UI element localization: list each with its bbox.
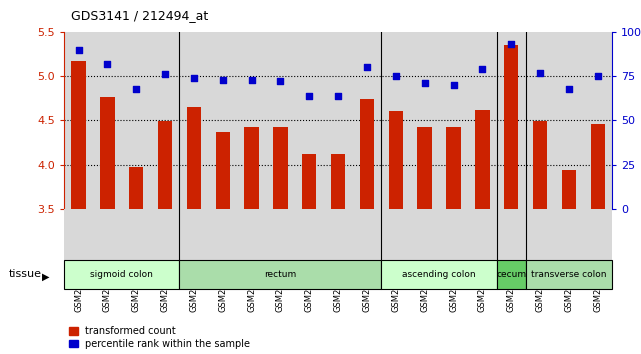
Bar bbox=[158, 121, 172, 209]
Text: tissue: tissue bbox=[8, 269, 41, 279]
Bar bbox=[215, 132, 230, 209]
Point bbox=[362, 64, 372, 70]
Text: sigmoid colon: sigmoid colon bbox=[90, 270, 153, 279]
Bar bbox=[475, 110, 490, 209]
Text: cecum: cecum bbox=[496, 270, 526, 279]
Point bbox=[391, 73, 401, 79]
Point bbox=[304, 93, 314, 98]
Point bbox=[160, 72, 171, 77]
Point bbox=[276, 79, 286, 84]
Bar bbox=[331, 154, 345, 209]
Bar bbox=[302, 154, 317, 209]
Point bbox=[592, 73, 603, 79]
Point bbox=[333, 93, 344, 98]
Point bbox=[246, 77, 256, 82]
Point bbox=[103, 61, 113, 67]
Bar bbox=[129, 167, 144, 209]
Point bbox=[74, 47, 83, 52]
Text: rectum: rectum bbox=[264, 270, 297, 279]
Text: GDS3141 / 212494_at: GDS3141 / 212494_at bbox=[71, 9, 208, 22]
Bar bbox=[381, 260, 497, 289]
Bar bbox=[590, 124, 605, 209]
Point bbox=[217, 77, 228, 82]
Bar bbox=[64, 260, 179, 289]
Bar bbox=[446, 127, 461, 209]
Text: transverse colon: transverse colon bbox=[531, 270, 606, 279]
Point bbox=[448, 82, 458, 88]
Point bbox=[419, 80, 429, 86]
Legend: transformed count, percentile rank within the sample: transformed count, percentile rank withi… bbox=[69, 326, 251, 349]
Point bbox=[535, 70, 545, 75]
Bar bbox=[504, 45, 519, 209]
Bar bbox=[388, 110, 403, 209]
Bar bbox=[360, 99, 374, 209]
Bar bbox=[526, 260, 612, 289]
Point bbox=[188, 75, 199, 81]
Point bbox=[131, 86, 142, 91]
Bar bbox=[187, 107, 201, 209]
Bar bbox=[533, 121, 547, 209]
Text: ascending colon: ascending colon bbox=[403, 270, 476, 279]
Bar bbox=[562, 170, 576, 209]
Point bbox=[477, 66, 487, 72]
Bar bbox=[100, 97, 115, 209]
Bar bbox=[497, 260, 526, 289]
Bar bbox=[417, 127, 432, 209]
Bar bbox=[179, 260, 381, 289]
Text: ▶: ▶ bbox=[42, 272, 50, 282]
Bar bbox=[273, 127, 288, 209]
Point bbox=[564, 86, 574, 91]
Point bbox=[506, 41, 517, 47]
Bar bbox=[71, 61, 86, 209]
Bar bbox=[244, 127, 259, 209]
